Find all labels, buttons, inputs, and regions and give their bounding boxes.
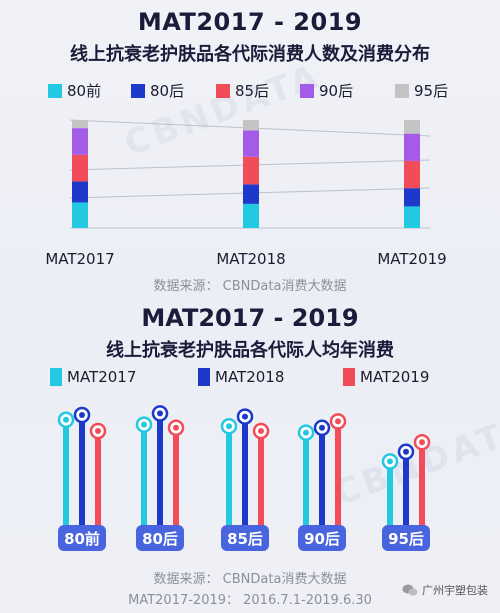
- legend-swatch: [50, 368, 62, 386]
- chart2-lollipop: 80前 80后 85后 90后 95后: [57, 405, 431, 551]
- bar-segment-MAT2017-80前: [72, 202, 88, 228]
- legend-swatch: [343, 368, 355, 386]
- lollipop-dot-85后-MAT2018: [242, 413, 248, 420]
- bar-segment-MAT2019-80后: [404, 188, 420, 207]
- lollipop-dot-80前-MAT2018: [79, 412, 85, 418]
- legend-item-mat2017: MAT2017: [50, 368, 136, 386]
- legend-swatch: [216, 83, 230, 98]
- chart1-stacked-bars: MAT2017 MAT2018 MAT2019: [45, 119, 447, 268]
- lollipop-dot-95后-MAT2018: [403, 448, 409, 455]
- category-label: 90后: [304, 530, 340, 548]
- legend-swatch: [300, 83, 314, 98]
- chart1-title: MAT2017 - 2019: [137, 8, 363, 36]
- category-pill-95后: [382, 525, 430, 551]
- bar-segment-MAT2018-95后: [243, 120, 259, 131]
- bar-segment-MAT2018-85后: [243, 156, 259, 185]
- chart2-subtitle: 线上抗衰老护肤品各代际人均年消费: [106, 340, 394, 361]
- category-label: 80后: [142, 530, 178, 548]
- legend-item-90later: 90后: [300, 80, 353, 101]
- bar-segment-MAT2018-80后: [243, 184, 259, 204]
- lollipop-dot-80后-MAT2017: [141, 421, 147, 428]
- legend-item-95later: 95后: [395, 80, 448, 101]
- lollipop-dot-95后-MAT2017: [387, 458, 393, 465]
- lollipop-dot-80前-MAT2017: [63, 416, 69, 423]
- bar-segment-MAT2018-80前: [243, 203, 259, 228]
- lollipop-dot-90后-MAT2019: [335, 418, 341, 425]
- lollipop-dot-90后-MAT2017: [303, 429, 309, 436]
- lollipop-dot-80后-MAT2019: [173, 424, 179, 431]
- lollipop-dot-80后-MAT2018: [157, 410, 163, 417]
- chart2-title: MAT2017 - 2019: [141, 304, 359, 332]
- bar-segment-MAT2017-95后: [72, 120, 88, 129]
- category-label: 85后: [227, 530, 263, 548]
- x-tick-label: MAT2019: [377, 250, 446, 268]
- wechat-icon: [402, 584, 418, 596]
- x-tick-label: MAT2018: [216, 250, 285, 268]
- category-pill-85后: [221, 525, 269, 551]
- legend-item-85later: 85后: [216, 80, 269, 101]
- bar-segment-MAT2017-90后: [72, 128, 88, 155]
- bar-segment-MAT2019-85后: [404, 160, 420, 189]
- legend-item-80s: 80前: [48, 80, 101, 101]
- category-pill-80后: [136, 525, 184, 551]
- chart1-subtitle: 线上抗衰老护肤品各代际消费人数及消费分布: [70, 44, 430, 65]
- legend-item-mat2019: MAT2019: [343, 368, 429, 386]
- lollipop-dot-80前-MAT2019: [95, 428, 101, 434]
- legend-swatch: [198, 368, 210, 386]
- brand-tag: 广州宇塑包装: [402, 582, 488, 598]
- x-tick-label: MAT2017: [45, 250, 114, 268]
- legend-item-mat2018: MAT2018: [198, 368, 284, 386]
- bar-segment-MAT2017-85后: [72, 154, 88, 182]
- bar-segment-MAT2018-90后: [243, 130, 259, 157]
- category-label: 80前: [64, 530, 100, 548]
- legend-swatch: [48, 83, 62, 98]
- lollipop-dot-90后-MAT2018: [319, 424, 325, 431]
- chart2-period: MAT2017-2019： 2016.7.1-2019.6.30: [128, 593, 372, 608]
- legend-item-80later: 80后: [131, 80, 184, 101]
- lollipop-dot-95后-MAT2019: [419, 439, 425, 446]
- legend-swatch: [131, 83, 145, 98]
- chart2-source: 数据来源： CBNData消费大数据: [153, 572, 347, 587]
- bar-segment-MAT2017-80后: [72, 181, 88, 203]
- bar-segment-MAT2019-95后: [404, 120, 420, 134]
- bar-segment-MAT2019-90后: [404, 133, 420, 161]
- lollipop-dot-85后-MAT2017: [226, 423, 232, 430]
- bar-segment-MAT2019-80前: [404, 206, 420, 228]
- legend-swatch: [395, 83, 409, 98]
- category-label: 95后: [388, 530, 424, 548]
- category-pill-90后: [298, 525, 346, 551]
- chart1-source: 数据来源： CBNData消费大数据: [153, 279, 347, 294]
- lollipop-dot-85后-MAT2019: [258, 428, 264, 434]
- category-pill-80前: [58, 525, 106, 551]
